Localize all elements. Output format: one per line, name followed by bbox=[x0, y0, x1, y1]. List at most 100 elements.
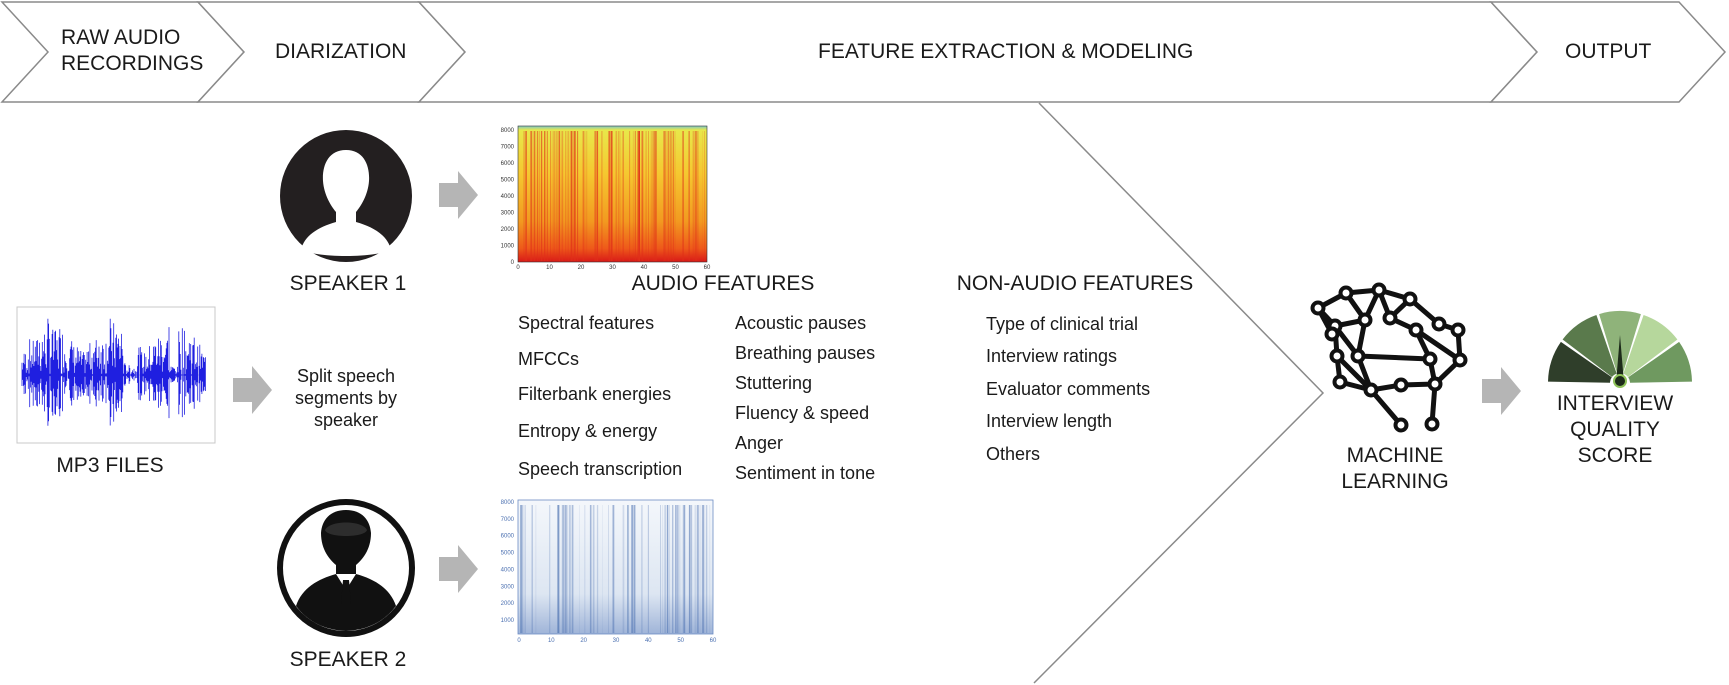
network-node bbox=[1424, 416, 1440, 432]
spectrogram2-bands bbox=[520, 505, 711, 633]
tick-label: 2000 bbox=[501, 227, 515, 233]
non-audio-features-title: NON-AUDIO FEATURES bbox=[956, 272, 1194, 295]
spectrogram-band bbox=[601, 131, 603, 261]
spectrogram-band bbox=[645, 131, 647, 261]
tick-label: 8000 bbox=[501, 500, 515, 506]
spectrogram-band bbox=[569, 131, 571, 261]
spectrogram-band bbox=[525, 131, 527, 261]
spectrogram-band bbox=[549, 505, 551, 633]
spectrogram1-bands bbox=[523, 131, 705, 261]
spectrogram-band bbox=[553, 131, 555, 261]
list-item: Interview ratings bbox=[986, 346, 1118, 366]
network-node bbox=[1450, 322, 1466, 338]
spectrogram-band bbox=[638, 131, 640, 261]
speaker2-avatar-icon bbox=[277, 499, 415, 637]
spectrogram-band bbox=[592, 505, 595, 633]
spectrogram-band bbox=[696, 505, 699, 633]
spectrogram-band bbox=[594, 131, 596, 261]
spectrogram-band bbox=[544, 131, 546, 261]
spectrogram-band bbox=[573, 131, 576, 261]
spectrogram-band bbox=[694, 505, 697, 633]
spectrogram-band bbox=[622, 505, 625, 633]
spectrogram1: 8000 7000 6000 5000 4000 3000 2000 1000 00 10 20 30… bbox=[501, 125, 711, 271]
speaker2-label: SPEAKER 2 bbox=[289, 648, 407, 671]
spectrogram-band bbox=[664, 131, 667, 261]
list-item: Fluency & speed bbox=[735, 403, 870, 423]
spectrogram-band bbox=[706, 505, 708, 633]
network-node bbox=[1332, 374, 1348, 390]
gauge-segment bbox=[1562, 315, 1617, 377]
spectrogram-band bbox=[546, 131, 548, 261]
tick-label: 6000 bbox=[501, 161, 515, 167]
spectrogram-band bbox=[565, 131, 566, 261]
spectrogram-band bbox=[683, 505, 685, 633]
tick-label: 20 bbox=[578, 265, 585, 271]
network-node bbox=[1329, 348, 1345, 364]
spectrogram-band bbox=[700, 505, 702, 633]
network-node bbox=[1382, 310, 1398, 326]
spectrogram-band bbox=[648, 131, 649, 261]
spectrogram-band bbox=[564, 505, 567, 633]
gauge-hub bbox=[1613, 374, 1627, 388]
spectrogram-band bbox=[569, 505, 571, 633]
tick-label: 3000 bbox=[501, 584, 515, 590]
list-item: Anger bbox=[735, 433, 784, 453]
spectrogram-band bbox=[619, 131, 621, 261]
tick-label: 7000 bbox=[501, 145, 515, 151]
network-node bbox=[1371, 282, 1387, 298]
spectrogram-band bbox=[634, 131, 636, 261]
tick-label: 10 bbox=[546, 265, 553, 271]
spectrogram-band bbox=[571, 131, 573, 261]
list-item: Interview length bbox=[986, 411, 1113, 431]
tick-label: 0 bbox=[516, 265, 520, 271]
spectrogram-band bbox=[562, 505, 565, 633]
spectrogram-band bbox=[557, 505, 559, 633]
interview-quality-score-label: INTERVIEW QUALITY SCORE bbox=[1556, 392, 1674, 467]
spectrogram-band bbox=[610, 131, 612, 261]
tick-label: 3000 bbox=[501, 211, 515, 217]
spectrogram-band bbox=[631, 505, 633, 633]
spectrogram-band bbox=[627, 505, 629, 633]
spectrogram-band bbox=[663, 131, 665, 261]
spectrogram-band bbox=[642, 131, 644, 261]
spectrogram-band bbox=[674, 131, 676, 261]
spectrogram-band bbox=[652, 131, 654, 261]
mp3-files-label: MP3 FILES bbox=[56, 454, 164, 477]
spectrogram-band bbox=[520, 505, 522, 633]
tick-label: 5000 bbox=[501, 178, 515, 184]
spectrogram-band bbox=[691, 505, 693, 633]
spectrogram-band bbox=[533, 131, 535, 261]
spectrogram-band bbox=[549, 505, 551, 633]
tick-label: 7000 bbox=[501, 517, 515, 523]
tick-label: 6000 bbox=[501, 534, 515, 540]
machine-learning-label: MACHINE LEARNING bbox=[1341, 444, 1449, 493]
spectrogram-band bbox=[618, 131, 619, 261]
spectrogram-band bbox=[632, 131, 634, 261]
brain-network-nodes bbox=[1310, 282, 1468, 433]
non-audio-features-list: Type of clinical trial Interview ratings… bbox=[986, 313, 1186, 464]
spectrogram-band bbox=[555, 131, 557, 261]
waveform-plot bbox=[16, 306, 216, 444]
tick-label: 0 bbox=[511, 260, 515, 266]
network-node bbox=[1357, 312, 1373, 328]
tick-label: 4000 bbox=[501, 194, 515, 200]
spectrogram-band bbox=[586, 131, 588, 261]
spectrogram-band bbox=[677, 505, 679, 633]
spectrogram-band bbox=[571, 131, 572, 261]
spectrogram-band bbox=[684, 505, 686, 633]
network-node bbox=[1350, 348, 1366, 364]
spectrogram-band bbox=[694, 131, 696, 261]
spectrogram-band bbox=[596, 505, 599, 633]
gauge-segment bbox=[1548, 341, 1612, 383]
spectrogram-band bbox=[654, 131, 656, 261]
spectrogram-band bbox=[535, 505, 537, 633]
spectrogram-band bbox=[702, 505, 703, 633]
spectrogram-band bbox=[688, 131, 690, 261]
list-item: Breathing pauses bbox=[735, 343, 876, 363]
tick-label: 40 bbox=[645, 638, 652, 644]
spectrogram-band bbox=[664, 505, 666, 633]
spectrogram-band bbox=[688, 131, 690, 261]
spectrogram-band bbox=[704, 131, 705, 261]
spectrogram-band bbox=[550, 131, 552, 261]
spectrogram-band bbox=[631, 505, 634, 633]
